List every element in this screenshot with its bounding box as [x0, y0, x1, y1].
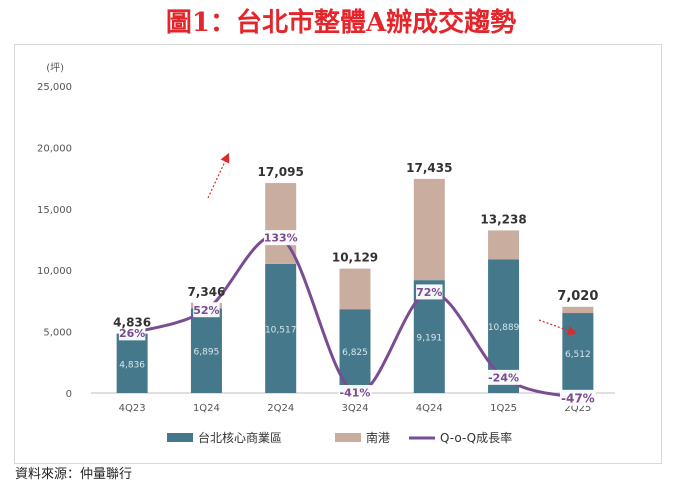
bar-core-value-label: 6,512	[565, 350, 591, 360]
qoq-label: 26%	[119, 327, 145, 340]
qoq-label-box	[338, 384, 372, 400]
y-tick-label: 25,000	[37, 82, 72, 93]
qoq-label: 72%	[416, 286, 442, 299]
bar-core	[339, 309, 371, 393]
bar-nangang	[339, 268, 371, 310]
bar-core-value-label: 10,517	[265, 325, 297, 335]
y-axis-unit: (坪)	[46, 61, 64, 74]
x-tick-label: 2Q25	[564, 403, 591, 414]
bar-total-label: 10,129	[332, 251, 378, 265]
qoq-label-box	[193, 302, 220, 318]
y-tick-label: 5,000	[43, 328, 72, 339]
qoq-label-box	[559, 389, 596, 406]
bar-core	[265, 263, 297, 393]
chart-frame: (坪) 0 5,000 10,000 15,000 20,000 25,000 4Q23 1Q2…	[14, 44, 662, 464]
x-tick-label: 1Q24	[193, 403, 220, 414]
bar-nangang	[488, 230, 520, 260]
bar-core-value-label: 6,895	[194, 348, 220, 358]
bar-core-value-label: 10,889	[488, 323, 520, 333]
bar-core	[116, 333, 148, 393]
legend-label-qoq: Q-o-Q成長率	[440, 430, 512, 445]
bar-total-label: 7,020	[557, 289, 598, 304]
bar-nangang	[562, 306, 594, 314]
bar-core-value-label: 6,825	[342, 348, 368, 358]
bar-total-label: 4,836	[113, 316, 151, 330]
bar-total-label: 17,435	[406, 161, 452, 175]
y-tick-label: 20,000	[37, 143, 72, 154]
legend-swatch-core	[167, 433, 193, 442]
x-tick-label: 4Q24	[416, 403, 443, 414]
bar-total-label: 13,238	[480, 212, 526, 226]
qoq-label-box	[118, 325, 146, 341]
source-note: 資料來源：仲量聯行	[15, 467, 133, 482]
qoq-label-box	[264, 230, 298, 246]
y-tick-label: 0	[66, 389, 72, 400]
qoq-label: 52%	[193, 304, 219, 317]
qoq-label-box	[486, 369, 521, 385]
x-tick-label: 4Q23	[119, 403, 146, 414]
bar-core	[190, 308, 222, 393]
chart-title: 圖1：台北市整體A辦成交趨勢	[165, 8, 517, 38]
bar-total-label: 7,346	[187, 285, 225, 299]
x-tick-label: 2Q24	[267, 403, 294, 414]
legend-label-core: 台北核心商業區	[198, 430, 282, 445]
qoq-label: -41%	[340, 387, 371, 400]
legend-swatch-nangang	[335, 433, 361, 442]
x-tick-label: 1Q25	[490, 403, 517, 414]
bar-core-value-label: 9,191	[416, 334, 442, 344]
y-tick-label: 10,000	[37, 266, 72, 277]
legend-label-nangang: 南港	[366, 430, 390, 445]
qoq-label-box	[416, 284, 443, 300]
qoq-label: -24%	[488, 371, 519, 384]
qoq-label: -47%	[561, 391, 595, 405]
trend-arrow-up	[207, 152, 230, 199]
bar-core-value-label: 4,836	[119, 360, 145, 370]
qoq-label: 133%	[264, 232, 298, 245]
x-tick-label: 3Q24	[342, 403, 369, 414]
y-tick-label: 15,000	[37, 205, 72, 216]
bar-total-label: 17,095	[258, 165, 304, 179]
chart-canvas: (坪) 0 5,000 10,000 15,000 20,000 25,000 4Q23 1Q2…	[37, 61, 615, 445]
bar-nangang	[413, 178, 445, 281]
